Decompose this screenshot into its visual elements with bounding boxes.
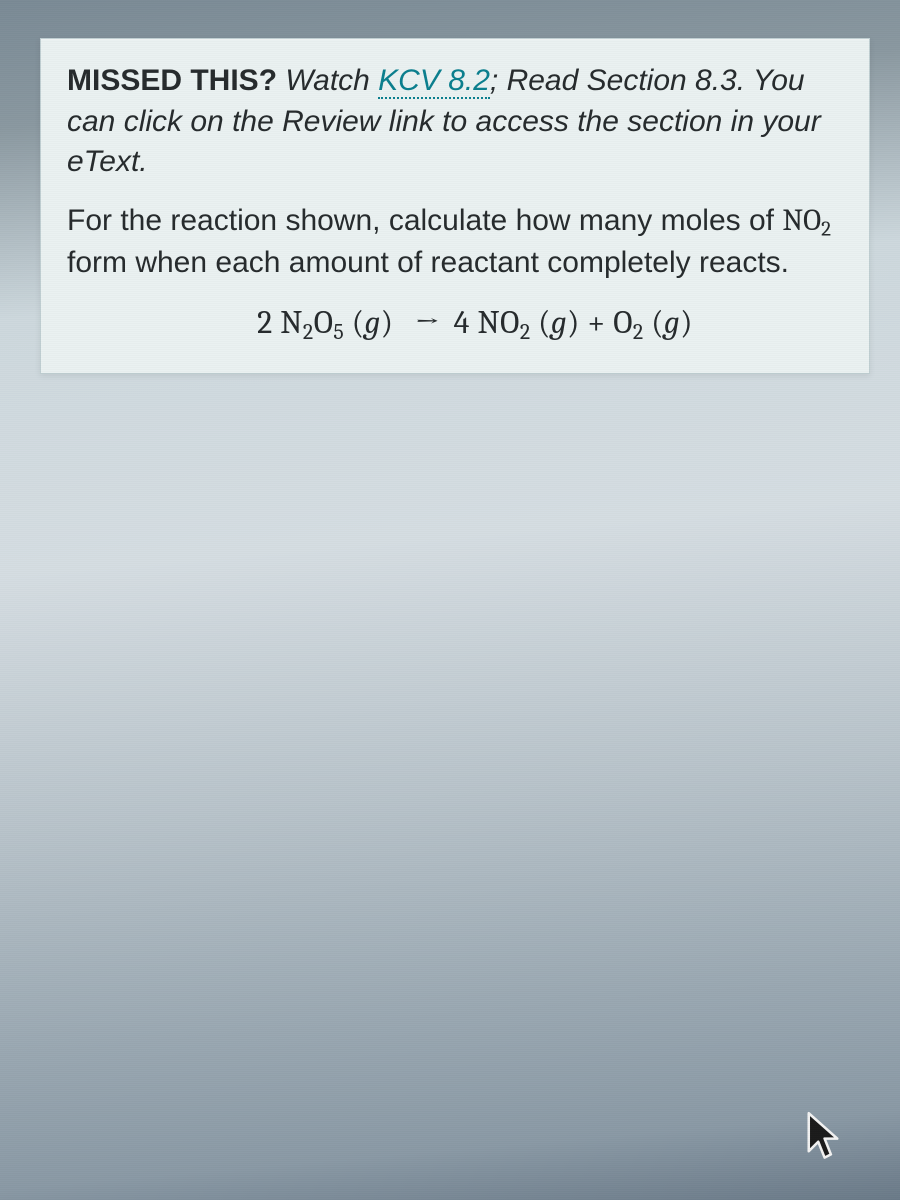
p1-coef: 4 (454, 304, 470, 341)
mouse-cursor-icon (804, 1110, 842, 1164)
p2-sub: 2 (633, 320, 644, 345)
problem-box: MISSED THIS? Watch KCV 8.2; Read Section… (40, 38, 870, 374)
lhs-o: O (314, 304, 334, 341)
chemical-equation: 2 N2O5 (g) → 4 NO2 (g) + O2 (g) (67, 304, 843, 345)
missed-this-line: MISSED THIS? Watch KCV 8.2; Read Section… (67, 61, 843, 183)
lhs-sub1: 2 (303, 320, 314, 345)
lhs-coef: 2 (257, 304, 273, 341)
kcv-link[interactable]: KCV 8.2 (378, 64, 490, 99)
lhs-n: N (280, 304, 303, 341)
inline-formula: NO2 (782, 203, 831, 238)
missed-label: MISSED THIS? (67, 64, 277, 97)
reaction-arrow: → (409, 304, 447, 341)
plus: + (587, 304, 605, 341)
p1-no: NO (477, 304, 519, 341)
lhs-sub2: 5 (333, 320, 344, 345)
question-text: For the reaction shown, calculate how ma… (67, 201, 843, 284)
question-post: form when each amount of reactant comple… (67, 246, 789, 279)
p1-state: g (551, 304, 567, 341)
inline-formula-sub: 2 (821, 217, 831, 241)
p2-state: g (664, 304, 680, 341)
lhs-state: g (364, 304, 380, 341)
p1-sub: 2 (520, 320, 531, 345)
p2-o: O (613, 304, 633, 341)
watch-prefix: Watch (285, 64, 378, 97)
inline-formula-base: NO (782, 203, 821, 238)
question-pre: For the reaction shown, calculate how ma… (67, 204, 782, 237)
